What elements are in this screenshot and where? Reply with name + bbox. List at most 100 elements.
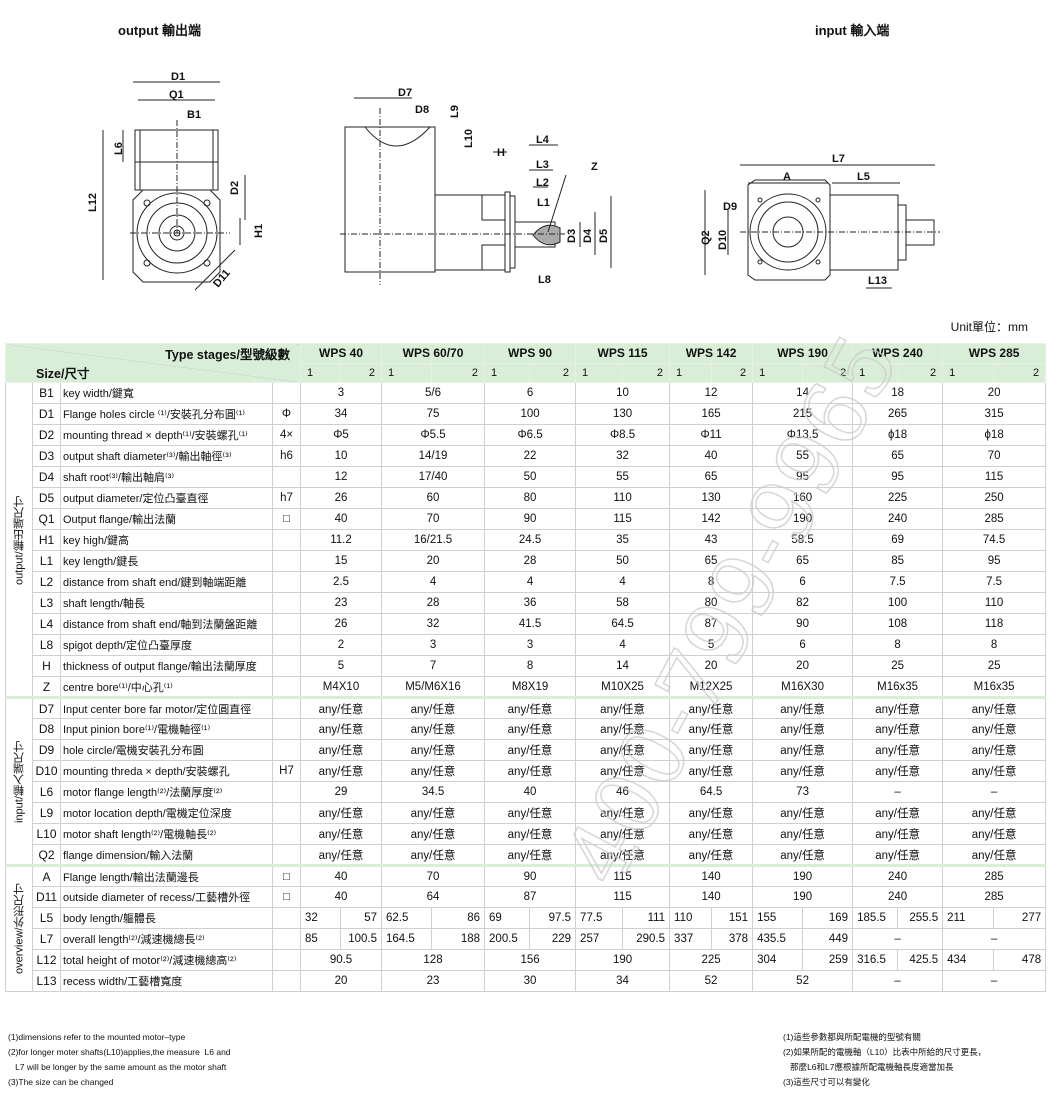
label-Q2: Q2 <box>700 230 712 245</box>
value-cell: any/任意 <box>299 718 383 740</box>
value-cell: 118 <box>942 613 1047 635</box>
label-L10: L10 <box>463 129 475 148</box>
value-cell: 100 <box>852 592 944 614</box>
tolerance-symbol <box>272 718 301 740</box>
value-cell: 115 <box>575 508 671 530</box>
output-title: output 輸出端 <box>118 23 202 38</box>
table-row-l2: L2 distance from shaft end/鍵到軸端距離 2.5 4 4 4 8 6… <box>6 571 1047 593</box>
value-stage-1: 211 <box>942 907 995 929</box>
value-cell: 20 <box>299 970 383 992</box>
value-stage-2: 151 <box>711 907 754 929</box>
footnotes-english: (1)dimensions refer to the mounted motor… <box>8 1030 231 1090</box>
value-cell: 130 <box>669 487 754 509</box>
value-stage-2: 57 <box>339 907 383 929</box>
value-cell: 3 <box>381 634 486 656</box>
dimension-code: D11 <box>32 886 61 908</box>
value-cell: 90 <box>752 613 854 635</box>
footnotes-chinese: (1)這些參數都與所配電機的型號有關 (2)如果所配的電機軸（L10）比表中所給的… <box>783 1030 986 1090</box>
dimension-description: shaft root⁽³⁾/輸出軸肩⁽³⁾ <box>60 466 273 488</box>
value-cell: 41.5 <box>484 613 577 635</box>
value-cell: 140 <box>669 886 754 908</box>
value-cell: 34 <box>575 970 671 992</box>
value-cell: 10 <box>575 382 671 404</box>
model-header: WPS 190 <box>752 343 854 364</box>
stage-1: 1 <box>669 362 713 383</box>
value-cell: 110 <box>942 592 1047 614</box>
value-cell: 74.5 <box>942 529 1047 551</box>
value-cell: 12 <box>299 466 383 488</box>
dimension-code: L4 <box>32 613 61 635</box>
label-L13: L13 <box>868 275 887 287</box>
table-row-l1: L1 key length/鍵長 15 20 28 50 65 65 85 95 <box>6 550 1047 572</box>
value-cell: ϕ18 <box>942 424 1047 446</box>
value-cell: Φ8.5 <box>575 424 671 446</box>
value-cell: any/任意 <box>299 844 383 866</box>
value-cell: any/任意 <box>852 739 944 761</box>
dimension-description: Input center bore far motor/定位圓直徑 <box>60 696 273 719</box>
stage-1: 1 <box>575 362 624 383</box>
dimension-description: output shaft diameter⁽³⁾/輸出軸徑⁽³⁾ <box>60 445 273 467</box>
value-cell: 100 <box>484 403 577 425</box>
tolerance-symbol <box>272 676 301 698</box>
value-cell: 285 <box>942 886 1047 908</box>
value-cell: any/任意 <box>669 718 754 740</box>
footnote-line: (3)The size can be changed <box>8 1077 114 1087</box>
value-cell: 29 <box>299 781 383 803</box>
stage-1: 1 <box>484 362 531 383</box>
unit-label: Unit單位：mm <box>950 320 1028 334</box>
value-cell: M8X19 <box>484 676 577 698</box>
value-cell: 240 <box>852 508 944 530</box>
value-cell: any/任意 <box>575 739 671 761</box>
table-row-d8: D8 Input pinion bore⁽¹⁾/電機軸徑⁽¹⁾ any/任意 any/… <box>6 718 1047 740</box>
value-cell: 2.5 <box>299 571 383 593</box>
value-cell: 25 <box>942 655 1047 677</box>
model-header: WPS 115 <box>575 343 671 364</box>
value-cell: 160 <box>752 487 854 509</box>
tolerance-symbol <box>272 466 301 488</box>
dimension-description: Flange holes circle ⁽¹⁾/安裝孔分布圓⁽¹⁾ <box>60 403 273 425</box>
dimension-description: flange dimension/輸入法蘭 <box>60 844 273 866</box>
value-cell: any/任意 <box>852 718 944 740</box>
value-cell: 108 <box>852 613 944 635</box>
value-cell: 80 <box>484 487 577 509</box>
value-cell: 190 <box>752 508 854 530</box>
value-cell: any/任意 <box>575 718 671 740</box>
value-cell: 23 <box>299 592 383 614</box>
value-stage-1: 337 <box>669 928 713 950</box>
input-title: input 輸入端 <box>815 23 890 38</box>
model-header: WPS 90 <box>484 343 577 364</box>
value-cell: 40 <box>669 445 754 467</box>
value-cell: 3 <box>299 382 383 404</box>
dimension-code: B1 <box>32 382 61 404</box>
value-cell: any/任意 <box>942 802 1047 824</box>
value-cell: M16X30 <box>752 676 854 698</box>
tolerance-symbol <box>272 529 301 551</box>
output-view-drawing <box>102 81 246 291</box>
value-cell: 22 <box>484 445 577 467</box>
table-row-d9: D9 hole circle/電機安裝孔分布圓 any/任意 any/任意 any/任意… <box>6 739 1047 761</box>
value-cell: 7 <box>381 655 486 677</box>
value-cell: any/任意 <box>299 760 383 782</box>
value-cell: 26 <box>299 613 383 635</box>
label-L2: L2 <box>536 177 549 189</box>
value-cell: 165 <box>669 403 754 425</box>
dimension-code: L7 <box>32 928 61 950</box>
value-stage-1: 69 <box>484 907 531 929</box>
dimension-code: Q2 <box>32 844 61 866</box>
value-cell: any/任意 <box>942 696 1047 719</box>
label-L7: L7 <box>832 153 845 165</box>
tolerance-symbol: h6 <box>272 445 301 467</box>
value-stage-1: 185.5 <box>852 907 899 929</box>
value-cell: any/任意 <box>484 696 577 719</box>
value-stage-1: 435.5 <box>752 928 804 950</box>
model-header: WPS 40 <box>299 343 383 364</box>
value-cell: any/任意 <box>852 696 944 719</box>
dimension-description: thickness of output flange/輸出法蘭厚度 <box>60 655 273 677</box>
value-cell: 115 <box>575 886 671 908</box>
value-cell: 55 <box>575 466 671 488</box>
value-cell: any/任意 <box>669 844 754 866</box>
value-stage-1: 62.5 <box>381 907 433 929</box>
table-row-l5: L5 body length/軀體長 32 57 62.5 86 69 97.5 77.5 111… <box>6 907 1047 929</box>
dimension-code: D1 <box>32 403 61 425</box>
value-stage-1: 110 <box>669 907 713 929</box>
